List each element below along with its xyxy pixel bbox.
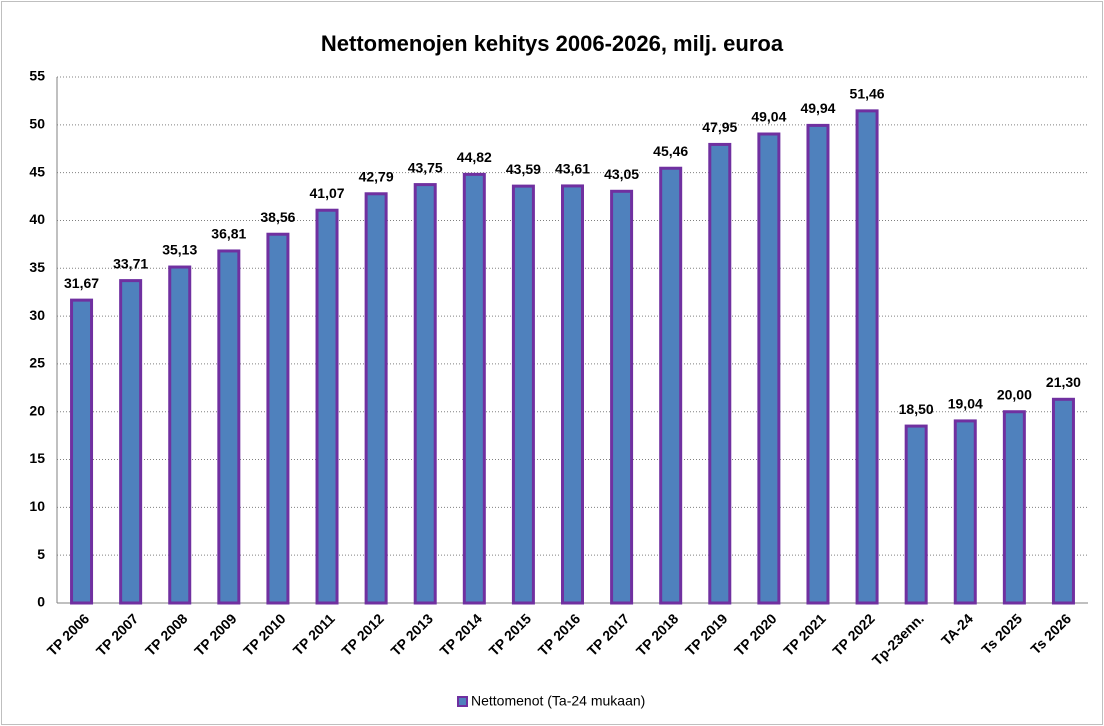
bar: [364, 192, 388, 605]
y-tick-label: 5: [37, 546, 45, 562]
y-tick-label: 50: [29, 116, 45, 132]
bar: [119, 279, 143, 605]
y-tick-label: 0: [37, 594, 45, 610]
y-tick-label: 35: [29, 259, 45, 275]
y-tick-label: 40: [29, 211, 45, 227]
value-label: 49,94: [800, 100, 835, 116]
value-label: 43,75: [408, 159, 443, 175]
bar: [757, 132, 781, 605]
bar: [1051, 397, 1075, 605]
bar: [1002, 410, 1026, 605]
bar: [217, 249, 241, 605]
value-label: 41,07: [310, 185, 345, 201]
value-label: 42,79: [359, 168, 394, 184]
legend-label: Nettomenot (Ta-24 mukaan): [471, 693, 645, 709]
value-label: 47,95: [702, 119, 737, 135]
y-tick-label: 15: [29, 450, 45, 466]
value-label: 36,81: [211, 226, 246, 242]
y-tick-label: 30: [29, 307, 45, 323]
y-tick-label: 10: [29, 498, 45, 514]
bar: [315, 208, 339, 605]
value-label: 18,50: [899, 401, 934, 417]
value-label: 43,59: [506, 161, 541, 177]
bar: [266, 232, 290, 605]
bar: [462, 172, 486, 605]
y-tick-label: 55: [29, 68, 45, 84]
value-label: 49,04: [751, 109, 786, 125]
value-label: 19,04: [948, 396, 983, 412]
legend-swatch: [457, 696, 468, 707]
bar: [855, 109, 879, 605]
value-label: 35,13: [162, 242, 197, 258]
bar: [168, 265, 192, 605]
value-label: 20,00: [997, 386, 1032, 402]
value-label: 43,61: [555, 161, 590, 177]
y-tick-label: 45: [29, 163, 45, 179]
bar: [610, 189, 634, 605]
bar: [806, 123, 830, 605]
bar: [904, 424, 928, 605]
value-label: 45,46: [653, 143, 688, 159]
value-label: 38,56: [260, 209, 295, 225]
bar: [413, 183, 437, 605]
bar: [561, 184, 584, 605]
bar: [708, 142, 732, 605]
value-label: 21,30: [1046, 374, 1081, 390]
bar: [953, 419, 977, 605]
y-tick-label: 20: [29, 402, 45, 418]
y-tick-label: 25: [29, 355, 45, 371]
bar: [511, 184, 535, 605]
value-label: 51,46: [850, 86, 885, 102]
chart-title: Nettomenojen kehitys 2006-2026, milj. eu…: [321, 31, 784, 56]
bar: [70, 298, 94, 605]
value-label: 33,71: [113, 255, 148, 271]
value-label: 44,82: [457, 149, 492, 165]
value-label: 43,05: [604, 166, 639, 182]
bar: [659, 166, 683, 605]
value-label: 31,67: [64, 275, 99, 291]
